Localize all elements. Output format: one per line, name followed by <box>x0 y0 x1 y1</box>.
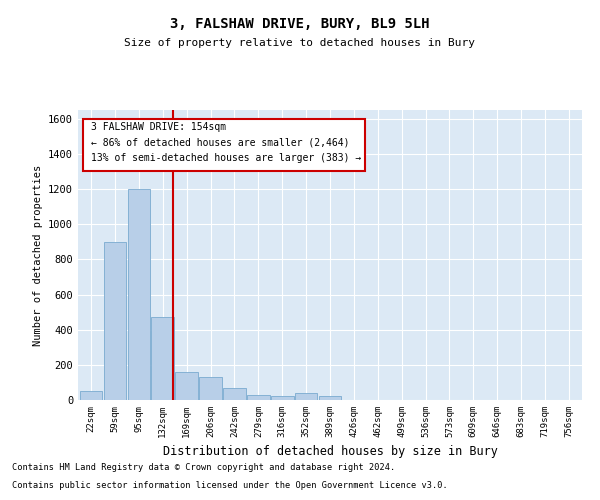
Text: 3 FALSHAW DRIVE: 154sqm: 3 FALSHAW DRIVE: 154sqm <box>91 122 226 132</box>
Bar <box>223 388 246 400</box>
Bar <box>151 318 174 400</box>
Bar <box>80 391 103 400</box>
Bar <box>175 372 198 400</box>
Bar <box>247 394 269 400</box>
Bar <box>319 396 341 400</box>
X-axis label: Distribution of detached houses by size in Bury: Distribution of detached houses by size … <box>163 446 497 458</box>
Y-axis label: Number of detached properties: Number of detached properties <box>32 164 43 346</box>
Text: Contains public sector information licensed under the Open Government Licence v3: Contains public sector information licen… <box>12 481 448 490</box>
Bar <box>271 396 293 400</box>
Text: 13% of semi-detached houses are larger (383) →: 13% of semi-detached houses are larger (… <box>91 153 361 163</box>
Bar <box>128 189 150 400</box>
Text: Size of property relative to detached houses in Bury: Size of property relative to detached ho… <box>125 38 476 48</box>
Bar <box>104 242 127 400</box>
FancyBboxPatch shape <box>83 118 365 171</box>
Text: Contains HM Land Registry data © Crown copyright and database right 2024.: Contains HM Land Registry data © Crown c… <box>12 464 395 472</box>
Bar <box>295 393 317 400</box>
Bar <box>199 377 222 400</box>
Text: 3, FALSHAW DRIVE, BURY, BL9 5LH: 3, FALSHAW DRIVE, BURY, BL9 5LH <box>170 18 430 32</box>
Text: ← 86% of detached houses are smaller (2,464): ← 86% of detached houses are smaller (2,… <box>91 138 349 147</box>
